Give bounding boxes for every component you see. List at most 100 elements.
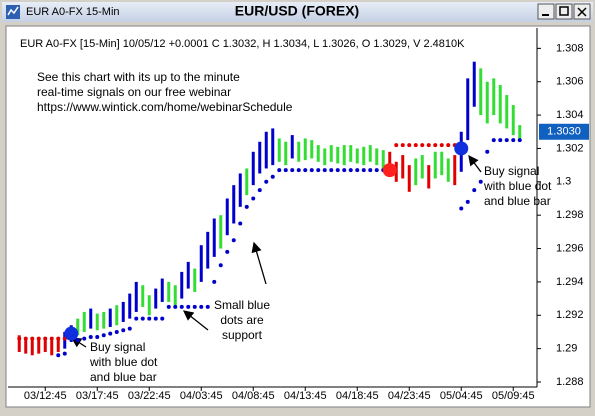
stop-dot: [290, 168, 295, 173]
y-tick-label: 1.308: [556, 42, 584, 54]
stop-dot: [88, 334, 93, 339]
stop-dot: [127, 326, 132, 331]
stop-dot: [251, 196, 256, 201]
stop-dot: [264, 179, 269, 184]
arrow: [468, 154, 482, 173]
stop-dot: [355, 168, 360, 173]
stop-dot: [205, 304, 210, 309]
stop-dot: [478, 179, 483, 184]
annotation: with blue dot: [89, 355, 158, 369]
signal-dot: [454, 141, 469, 156]
x-tick-label: 04/18:45: [336, 390, 379, 402]
annotation: dots are: [220, 313, 264, 327]
stop-dot: [225, 249, 230, 254]
stop-dot: [517, 138, 522, 143]
x-tick-label: 04/23:45: [388, 390, 431, 402]
stop-dot: [413, 143, 418, 148]
annotation: See this chart with its up to the minute: [37, 70, 240, 84]
stop-dot: [407, 143, 412, 148]
last-price-box: [539, 123, 589, 140]
stop-dot: [270, 174, 275, 179]
y-tick-label: 1.298: [556, 209, 584, 221]
stop-dot: [361, 168, 366, 173]
annotation: Buy signal: [484, 164, 539, 178]
x-tick-label: 05/09:45: [492, 390, 535, 402]
annotation: real-time signals on our free webinar: [37, 85, 231, 99]
stop-dot: [212, 279, 217, 284]
annotation: with blue dot: [483, 179, 552, 193]
stop-dot: [374, 168, 379, 173]
arrow: [182, 310, 209, 331]
stop-dot: [95, 334, 100, 339]
y-tick-label: 1.29: [556, 343, 577, 355]
stop-dot: [426, 143, 431, 148]
stop-dot: [303, 168, 308, 173]
window-buttons[interactable]: [537, 3, 591, 20]
stop-dot: [511, 138, 516, 143]
y-tick-label: 1.304: [556, 109, 584, 121]
window-caption: EUR A0-FX 15-Min: [26, 6, 120, 18]
annotation: and blue bar: [484, 194, 551, 208]
stop-dot: [121, 328, 126, 333]
stop-dot: [173, 304, 178, 309]
x-tick-label: 04/08:45: [232, 390, 275, 402]
y-tick-label: 1.3: [556, 176, 571, 188]
annotation: support: [222, 328, 263, 342]
y-tick-label: 1.306: [556, 76, 584, 88]
chart-title: EUR/USD (FOREX): [235, 3, 359, 19]
stop-dot: [472, 188, 477, 193]
x-tick-label: 03/22:45: [128, 390, 171, 402]
stop-dot: [439, 143, 444, 148]
stop-dot: [485, 149, 490, 154]
stop-dot: [62, 351, 67, 356]
stop-dot: [316, 168, 321, 173]
stop-dot: [277, 168, 282, 173]
stop-dot: [36, 336, 41, 341]
stop-dot: [257, 188, 262, 193]
stop-dot: [43, 336, 48, 341]
stop-dot: [296, 168, 301, 173]
stop-dot: [101, 333, 106, 338]
x-tick-label: 03/12:45: [24, 390, 67, 402]
x-tick-label: 04/03:45: [180, 390, 223, 402]
stop-dot: [108, 331, 113, 336]
x-tick-label: 04/13:45: [284, 390, 327, 402]
stop-dot: [56, 336, 61, 341]
stop-dot: [420, 143, 425, 148]
stop-dot: [30, 336, 35, 341]
stop-dot: [147, 316, 152, 321]
stop-dot: [400, 143, 405, 148]
stop-dot: [199, 304, 204, 309]
annotation: Buy signal: [90, 340, 145, 354]
y-tick-label: 1.292: [556, 309, 584, 321]
stop-dot: [186, 304, 191, 309]
stop-dot: [335, 168, 340, 173]
stop-dot: [160, 316, 165, 321]
stop-dot: [82, 336, 87, 341]
signal-dot: [382, 163, 397, 178]
y-tick-label: 1.294: [556, 276, 584, 288]
signal-dot: [64, 326, 79, 341]
stop-dot: [504, 138, 509, 143]
stop-dot: [179, 304, 184, 309]
stop-dot: [322, 168, 327, 173]
stop-dot: [17, 336, 22, 341]
stop-dot: [231, 238, 236, 243]
minimize-button[interactable]: [537, 3, 555, 20]
stop-dot: [329, 168, 334, 173]
stop-dot: [153, 316, 158, 321]
arrow: [251, 241, 267, 285]
stop-dot: [166, 304, 171, 309]
stop-dot: [244, 204, 249, 209]
stop-dot: [491, 138, 496, 143]
stop-dot: [49, 336, 54, 341]
stop-dot: [218, 263, 223, 268]
stop-dot: [433, 143, 438, 148]
last-price-label: 1.3030: [547, 126, 581, 138]
stop-dot: [238, 221, 243, 226]
stop-dot: [498, 138, 503, 143]
stop-dot: [348, 168, 353, 173]
title-bar: [2, 2, 593, 22]
